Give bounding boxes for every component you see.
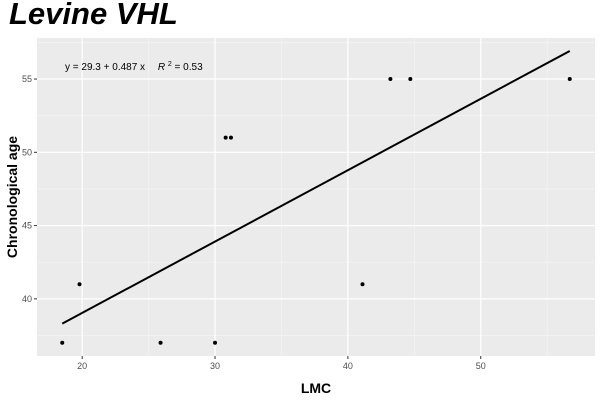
r2-superscript: 2	[168, 61, 172, 68]
minor-gridlines	[37, 38, 595, 356]
regression-equation: y = 29.3 + 0.487 x R 2 = 0.53	[65, 58, 203, 73]
data-point	[388, 77, 393, 82]
data-point	[408, 77, 413, 82]
y-axis-ticks: 40 45 50 55	[22, 74, 37, 304]
data-point	[77, 282, 82, 287]
chart-title: Levine VHL	[9, 0, 178, 31]
y-tick-label: 50	[22, 147, 32, 157]
y-tick-label: 45	[22, 221, 32, 231]
x-tick-label: 50	[476, 361, 486, 371]
y-tick-label: 55	[22, 74, 32, 84]
major-gridlines	[37, 38, 595, 356]
data-points	[60, 77, 572, 345]
x-axis-label: LMC	[301, 380, 331, 396]
y-axis-label: Chronological age	[4, 136, 20, 258]
x-tick-label: 40	[343, 361, 353, 371]
regression-line-group	[61, 50, 571, 325]
data-point	[158, 340, 163, 345]
equation-text: y = 29.3 + 0.487 x	[65, 62, 145, 73]
data-point	[223, 135, 228, 140]
data-point	[567, 77, 572, 82]
data-point	[228, 135, 233, 140]
regression-line	[61, 50, 571, 325]
data-point	[360, 282, 365, 287]
r2-label: R	[158, 62, 165, 73]
plot-panel	[37, 38, 595, 356]
x-tick-label: 20	[77, 361, 87, 371]
r2-value: = 0.53	[175, 62, 204, 73]
data-point	[213, 340, 218, 345]
x-axis-ticks: 20 30 40 50	[77, 356, 486, 371]
x-tick-label: 30	[210, 361, 220, 371]
data-point	[60, 340, 65, 345]
y-tick-label: 40	[22, 294, 32, 304]
